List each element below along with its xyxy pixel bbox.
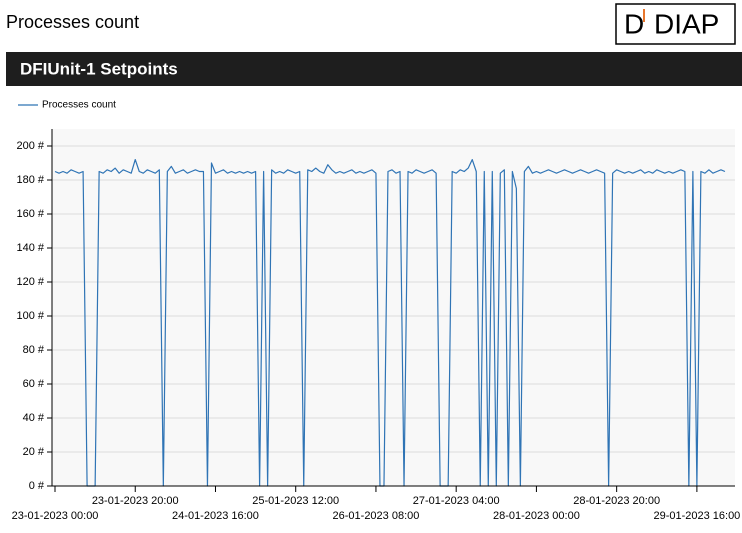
y-tick-label: 60 # [23,378,45,390]
y-tick-label: 160 # [16,208,44,220]
y-tick-label: 20 # [23,446,45,458]
marks [54,159,726,487]
y-tick-label: 180 # [16,174,44,186]
x-tick-label: 23-01-2023 20:00 [92,495,179,507]
x-tick-label: 29-01-2023 16:00 [653,510,740,522]
logo-frame [615,3,736,45]
plot-area [52,129,735,486]
y-tick-label: 140 # [16,242,44,254]
logo-mark: D [624,8,644,39]
y-tick-label: 80 # [23,344,45,356]
data-line [54,159,726,487]
page-title: Processes count [6,12,139,32]
x-tick-label: 28-01-2023 00:00 [493,510,580,522]
x-tick-label: 27-01-2023 04:00 [413,495,500,507]
y-tick-label: 120 # [16,276,44,288]
section-band [6,52,742,86]
x-tick-label: 26-01-2023 08:00 [333,510,420,522]
legend-label: Processes count [42,100,116,111]
x-tick-label: 28-01-2023 20:00 [573,495,660,507]
x-tick-label: 25-01-2023 12:00 [252,495,339,507]
axes: 0 # 20 # 40 # 60 # 80 # 100 # 120 # 140 # 160 # 1… [12,100,741,522]
x-tick-label: 24-01-2023 16:00 [172,510,259,522]
y-tick-label: 100 # [16,310,44,322]
section-title: DFIUnit-1 Setpoints [20,59,178,78]
logo-text: DIAP [654,8,719,39]
y-tick-label: 40 # [23,412,45,424]
x-tick-label: 23-01-2023 00:00 [12,510,99,522]
y-tick-label: 0 # [29,480,45,492]
logo: D DIAP [615,3,736,45]
y-tick-label: 200 # [16,140,44,152]
